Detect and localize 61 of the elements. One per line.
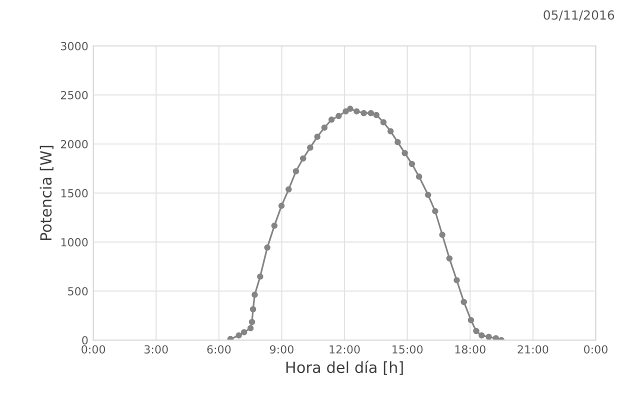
point <box>387 128 394 134</box>
x-tick-label: 0:00 <box>584 345 608 354</box>
x-axis-title: Hora del día [h] <box>286 360 403 375</box>
y-tick-label: 2500 <box>60 90 88 100</box>
point <box>368 110 374 116</box>
point <box>373 112 380 118</box>
point <box>271 222 278 229</box>
point <box>446 255 453 262</box>
point <box>473 328 480 334</box>
point <box>486 334 492 340</box>
point <box>394 139 401 146</box>
y-tick-label: 3000 <box>61 42 88 50</box>
y-tick-label: 500 <box>68 287 88 296</box>
point <box>314 134 320 140</box>
point <box>478 332 485 339</box>
text: 05/11/2016 <box>544 10 614 21</box>
point <box>360 110 367 116</box>
point <box>286 186 292 193</box>
point <box>408 160 416 168</box>
point <box>416 174 422 180</box>
point <box>454 277 460 284</box>
point <box>307 144 314 151</box>
point <box>247 325 254 332</box>
point <box>300 155 306 162</box>
point <box>492 335 500 340</box>
x-tick-label: 18:00 <box>455 345 486 354</box>
x-tick-label: 9:00 <box>270 345 294 354</box>
point <box>250 306 256 312</box>
point <box>264 244 270 251</box>
point <box>432 208 438 214</box>
point <box>236 332 242 339</box>
point <box>424 192 432 198</box>
point <box>292 168 300 174</box>
x-tick-label: 6:00 <box>207 345 231 354</box>
y-tick-label: 1000 <box>61 238 88 246</box>
y-tick-label: 1500 <box>61 189 88 198</box>
point <box>468 317 474 324</box>
point <box>460 298 467 306</box>
point <box>321 124 328 131</box>
point <box>252 292 258 298</box>
y-axis-title: Potencia [W] <box>40 146 54 240</box>
point <box>336 112 342 120</box>
point <box>439 232 446 238</box>
point <box>257 273 264 280</box>
point <box>342 108 349 114</box>
y-tick-label: 0 <box>82 336 88 345</box>
x-tick-label: 0:00 <box>82 345 106 354</box>
point <box>278 202 285 209</box>
y-tick-label: 2000 <box>60 140 88 148</box>
x-tick-label: 12:00 <box>330 345 360 354</box>
x-tick-label: 3:00 <box>144 345 168 354</box>
point <box>347 106 354 112</box>
point <box>354 108 360 114</box>
x-tick-label: 15:00 <box>392 345 423 354</box>
point <box>227 336 234 340</box>
point <box>240 329 248 336</box>
point <box>328 116 335 123</box>
point <box>380 119 387 126</box>
x-tick-label: 21:00 <box>518 345 548 354</box>
point <box>402 150 408 156</box>
point <box>248 318 256 326</box>
